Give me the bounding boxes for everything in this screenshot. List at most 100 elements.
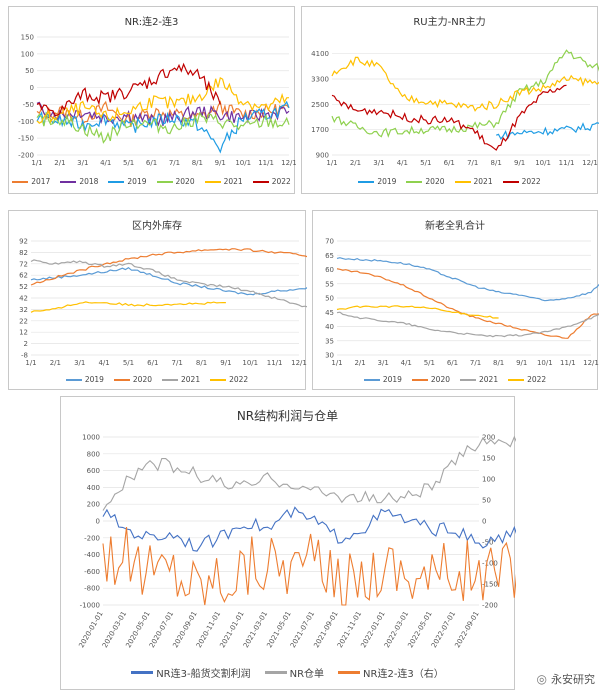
y-tick-label: 100 bbox=[21, 50, 34, 58]
y-tick-label: 35 bbox=[325, 337, 334, 345]
chart-legend: 2019 2020 2021 2022 bbox=[302, 177, 597, 186]
x-tick-label: 3/1 bbox=[74, 359, 85, 367]
y-tick-label: 150 bbox=[21, 34, 34, 42]
y-tick-label: -8 bbox=[21, 352, 28, 360]
legend-item: 2022 bbox=[252, 177, 291, 186]
series-line-2020 bbox=[36, 111, 290, 144]
x-tick-label: 4/1 bbox=[401, 359, 412, 367]
legend-item: 2020 bbox=[411, 375, 450, 384]
x-tick-label: 6/1 bbox=[444, 159, 455, 167]
legend-label: 2021 bbox=[479, 375, 499, 384]
y-tick-label: 3300 bbox=[311, 76, 329, 84]
chart-title: NR结构利润与仓单 bbox=[236, 409, 339, 423]
y-right-tick-label: 200 bbox=[482, 434, 495, 442]
y-tick-label: 2 bbox=[24, 340, 28, 348]
legend-swatch bbox=[264, 671, 287, 674]
series-line-2019 bbox=[30, 266, 307, 296]
y-tick-label: -1000 bbox=[80, 602, 100, 610]
y-tick-label: -200 bbox=[18, 152, 34, 160]
series-line-2022 bbox=[331, 84, 567, 151]
x-tick-label: 9/1 bbox=[220, 359, 231, 367]
x-tick-label: 2/1 bbox=[350, 159, 361, 167]
y-tick-label: 1700 bbox=[311, 126, 329, 134]
x-tick-label: 2021-05-01 bbox=[265, 610, 292, 649]
legend-label: 2022 bbox=[527, 375, 547, 384]
series-line-2020 bbox=[30, 248, 307, 286]
y-right-tick-label: -200 bbox=[482, 602, 498, 610]
x-tick-label: 2022-03-01 bbox=[383, 610, 410, 649]
y-tick-label: 50 bbox=[325, 295, 334, 303]
legend-swatch bbox=[454, 180, 471, 183]
legend-item: 2018 bbox=[60, 177, 98, 186]
y-right-tick-label: 50 bbox=[482, 497, 491, 505]
y-tick-label: 50 bbox=[25, 67, 34, 75]
legend-swatch bbox=[411, 378, 428, 381]
legend-label: 2018 bbox=[79, 177, 99, 186]
x-tick-label: 2021-11-01 bbox=[336, 610, 363, 649]
y-tick-label: 60 bbox=[325, 266, 334, 274]
series-line-2019 bbox=[336, 257, 599, 302]
legend-item: 2021 bbox=[162, 375, 200, 384]
x-tick-label: 2020-03-01 bbox=[101, 610, 128, 649]
legend-label: 2020 bbox=[175, 177, 195, 186]
x-tick-label: 3/1 bbox=[77, 159, 88, 167]
legend-label: 2020 bbox=[425, 177, 445, 186]
x-tick-label: 8/1 bbox=[493, 359, 504, 367]
legend-item: 2022 bbox=[502, 177, 541, 186]
x-tick-label: 2021-03-01 bbox=[242, 610, 269, 649]
x-tick-label: 11/1 bbox=[559, 159, 575, 167]
x-tick-label: 2022-07-01 bbox=[430, 610, 457, 649]
y-tick-label: -100 bbox=[18, 118, 34, 126]
x-tick-label: 11/1 bbox=[560, 359, 576, 367]
series-line-2021 bbox=[30, 259, 307, 308]
series-line-2020 bbox=[336, 268, 599, 339]
x-tick-label: 2020-09-01 bbox=[171, 610, 198, 649]
legend-swatch bbox=[338, 671, 361, 674]
series-line-2022 bbox=[36, 62, 221, 117]
chart-canvas: 10008006004002000-200-400-600-800-100020… bbox=[77, 434, 516, 649]
chart-panel-structure-profit: NR结构利润与仓单 1000 800 600 400 200 0 -200 -400 -600-… bbox=[60, 396, 516, 690]
x-tick-label: 11/1 bbox=[258, 159, 274, 167]
x-tick-label: 6/1 bbox=[146, 159, 157, 167]
legend-item: 2017 bbox=[12, 177, 50, 186]
y-tick-label: 600 bbox=[87, 467, 100, 475]
x-tick-label: 10/1 bbox=[537, 359, 553, 367]
series-line-2021 bbox=[336, 311, 599, 338]
x-tick-label: 12/1 bbox=[281, 159, 296, 167]
x-tick-label: 1/1 bbox=[31, 159, 42, 167]
y-tick-label: -50 bbox=[23, 101, 34, 109]
y-tick-label: 30 bbox=[325, 352, 334, 360]
legend-item: 2021 bbox=[460, 375, 498, 384]
x-tick-label: 5/1 bbox=[123, 359, 134, 367]
y-right-tick-label: 100 bbox=[482, 476, 495, 484]
y-tick-label: 62 bbox=[19, 272, 28, 280]
x-tick-label: 8/1 bbox=[491, 159, 502, 167]
y-tick-label: 0 bbox=[96, 518, 100, 526]
legend-label: NR连3-船货交割利润 bbox=[156, 669, 251, 680]
legend-swatch bbox=[60, 180, 77, 183]
x-tick-label: 8/1 bbox=[196, 359, 207, 367]
x-tick-label: 10/1 bbox=[235, 159, 251, 167]
y-right-tick-label: 0 bbox=[482, 518, 486, 526]
x-tick-label: 10/1 bbox=[242, 359, 258, 367]
legend-item: 2022 bbox=[508, 375, 546, 384]
legend-item: 2019 bbox=[65, 375, 104, 384]
y-tick-label: 42 bbox=[19, 295, 28, 303]
y-tick-label: -800 bbox=[84, 585, 100, 593]
legend-swatch bbox=[204, 180, 221, 183]
chart-panel-ru-nr: RU主力-NR主力 4100 3300 2500 1700 900 1/1 2/1 3/1 4/… bbox=[301, 6, 599, 194]
y-tick-label: 72 bbox=[19, 260, 28, 268]
wechat-icon: ◎ bbox=[536, 672, 547, 686]
x-tick-label: 1/1 bbox=[331, 359, 342, 367]
x-tick-label: 3/1 bbox=[378, 359, 389, 367]
legend-swatch bbox=[508, 378, 525, 381]
series-line-2020 bbox=[331, 49, 599, 138]
x-tick-label: 6/1 bbox=[447, 359, 458, 367]
legend-label: 2019 bbox=[377, 177, 397, 186]
chart-legend: 2017 2018 2019 2020 2021 2022 bbox=[9, 177, 294, 186]
chart-title: 区内外库存 bbox=[132, 221, 182, 232]
x-tick-label: 4/1 bbox=[100, 159, 111, 167]
legend-label: 2021 bbox=[473, 177, 493, 186]
legend-label: 2022 bbox=[521, 177, 541, 186]
legend-item: 2021 bbox=[204, 177, 243, 186]
